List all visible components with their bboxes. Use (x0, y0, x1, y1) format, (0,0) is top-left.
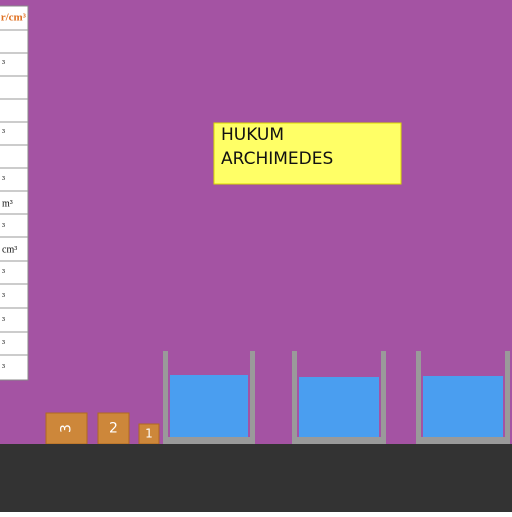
table-cell: cm³ (2, 244, 17, 255)
ground (0, 444, 512, 512)
block-label: 2 (109, 421, 118, 437)
table-header: r/cm³ (1, 12, 27, 24)
table-frame (0, 5, 29, 381)
beaker (292, 351, 386, 444)
beaker (416, 351, 510, 444)
table-cell: ³ (2, 362, 5, 373)
block[interactable] (97, 412, 130, 445)
table-cell: ³ (2, 58, 5, 69)
title-line: ARCHIMEDES (221, 149, 333, 169)
block-label: 1 (145, 427, 153, 441)
table-cell: m³ (2, 198, 13, 209)
water (423, 376, 503, 437)
table-cell: ³ (2, 221, 5, 232)
table-cell: ³ (2, 315, 5, 326)
table-cell: ³ (2, 174, 5, 185)
beaker (163, 351, 255, 444)
block-label: 3 (59, 424, 75, 433)
table-cell: ³ (2, 338, 5, 349)
table-cell: ³ (2, 267, 5, 278)
water (170, 375, 248, 437)
table-cell: ³ (2, 127, 5, 138)
title-line: HUKUM (221, 125, 284, 145)
blocks[interactable]: 3 2 1 (45, 412, 160, 445)
water (299, 377, 379, 437)
table-cell: ³ (2, 291, 5, 302)
table: r/cm³ ³ ³ ³ m³ ³ cm³ ³ ³ ³ ³ ³ (0, 5, 29, 381)
beakers (163, 351, 510, 444)
title-box (213, 122, 402, 185)
block[interactable] (45, 412, 88, 445)
